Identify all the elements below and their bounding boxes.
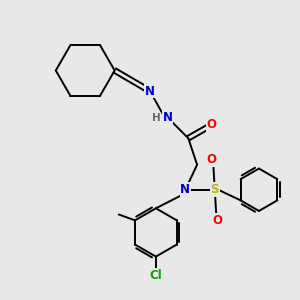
Text: N: N	[163, 111, 173, 124]
Text: S: S	[211, 183, 219, 196]
Text: O: O	[207, 118, 217, 131]
Text: N: N	[145, 85, 155, 98]
Text: H: H	[152, 112, 160, 123]
Text: N: N	[180, 183, 190, 196]
Text: O: O	[207, 153, 217, 166]
Text: Cl: Cl	[149, 269, 162, 282]
Text: O: O	[213, 214, 223, 226]
